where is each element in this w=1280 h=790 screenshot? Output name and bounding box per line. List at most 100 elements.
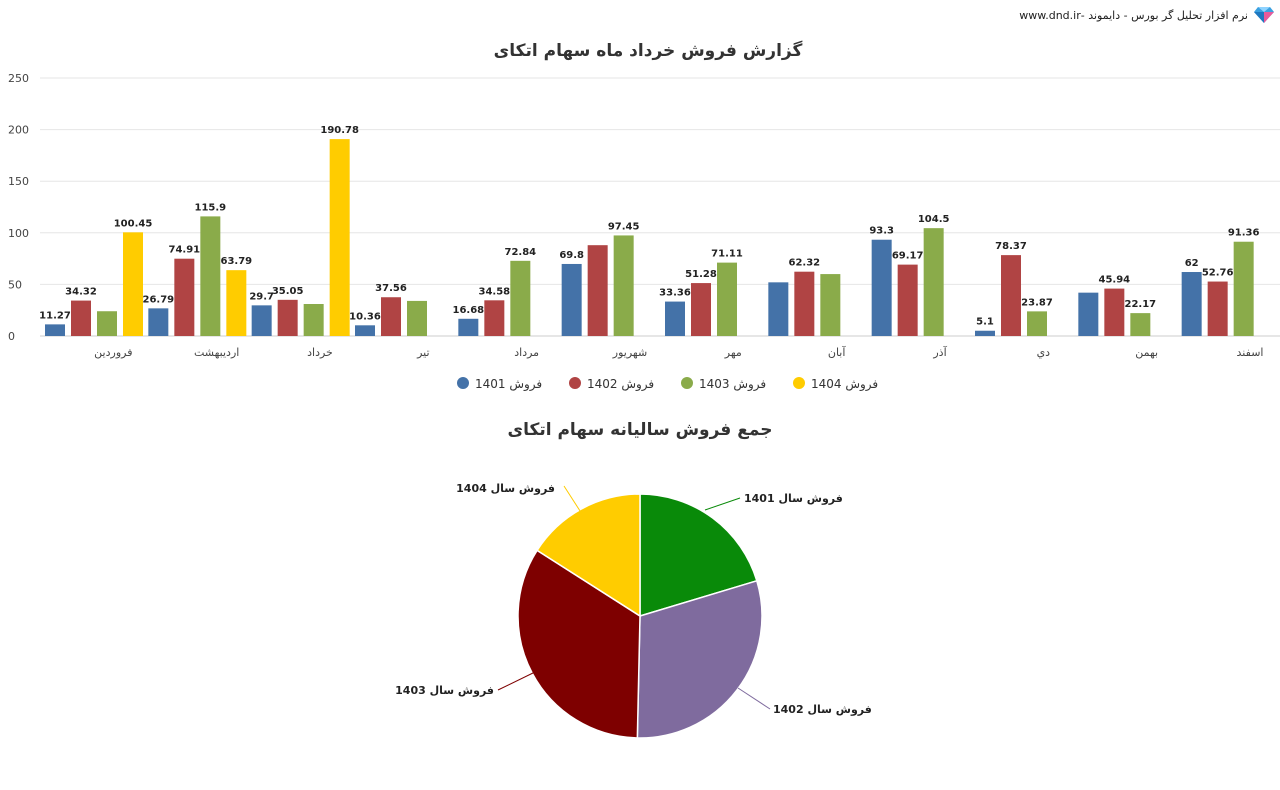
bar [329, 139, 350, 336]
data-label: 78.37 [995, 241, 1027, 252]
bar [794, 271, 815, 336]
bar [717, 262, 737, 336]
bar [1104, 288, 1125, 336]
bar [665, 301, 685, 336]
pie-leader-line [704, 497, 741, 511]
data-label: 190.78 [320, 125, 359, 136]
data-label: 93.3 [869, 226, 894, 237]
bar-chart-title: گزارش فروش خرداد ماه سهام اتکای [494, 40, 803, 61]
pie-slice [536, 493, 641, 618]
data-label: 72.84 [505, 247, 537, 258]
x-tick-label: اسفند [1237, 346, 1264, 359]
diamond-logo-icon [1254, 7, 1274, 23]
annual-sales-pie-chart: جمع فروش سالیانه سهام اتکای فروش سال 1401… [395, 420, 872, 739]
data-label: 33.36 [659, 288, 691, 299]
monthly-sales-bar-chart: گزارش فروش خرداد ماه سهام اتکای 0 50 100 150… [8, 40, 1280, 392]
bar [820, 274, 841, 336]
bar [897, 264, 918, 336]
bar [1027, 311, 1047, 336]
bar [407, 300, 427, 336]
bar [123, 232, 143, 336]
pie-leader-line [563, 485, 583, 515]
y-tick-label: 150 [8, 175, 29, 188]
y-tick-label: 200 [8, 124, 29, 137]
brand-header: نرم افزار تحلیل گر بورس - دایموند -www.d… [1019, 6, 1274, 24]
bar [484, 300, 505, 336]
bar [303, 304, 324, 336]
y-tick-label: 50 [8, 278, 22, 291]
data-label: 35.05 [272, 286, 304, 297]
bar [148, 308, 169, 336]
bar [923, 228, 944, 336]
bar [97, 311, 117, 336]
x-tick-label: مرداد [514, 346, 539, 359]
data-label: 16.68 [453, 305, 485, 316]
data-label: 37.56 [375, 283, 407, 294]
x-tick-label: مهر [724, 346, 742, 359]
data-label: 91.36 [1228, 228, 1260, 239]
pie-leader-line [737, 687, 771, 710]
data-label: 63.79 [221, 256, 253, 267]
x-tick-label: شهریور [612, 346, 647, 359]
data-label: 69.8 [559, 250, 584, 261]
data-label: 5.1 [976, 317, 994, 328]
legend-label: فروش 1403 [699, 377, 766, 392]
y-tick-label: 100 [8, 227, 29, 240]
brand-text: نرم افزار تحلیل گر بورس - دایموند -www.d… [1019, 8, 1248, 22]
pie-slice-label: فروش سال 1401 [744, 492, 843, 505]
data-label: 115.9 [195, 202, 227, 213]
x-tick-label: آبان [828, 345, 846, 359]
data-label: 62.32 [789, 258, 821, 269]
data-label: 51.28 [685, 269, 717, 280]
pie-chart-title: جمع فروش سالیانه سهام اتکای [507, 420, 772, 440]
x-tick-label: اردیبهشت [194, 346, 239, 359]
legend-marker [793, 377, 805, 389]
data-label: 10.36 [349, 311, 381, 322]
data-label: 69.17 [892, 251, 924, 262]
bar [226, 270, 247, 336]
pie-slice-label: فروش سال 1404 [456, 482, 555, 495]
legend-marker [457, 377, 469, 389]
pie-leader-line [497, 671, 536, 691]
pie-slice [639, 493, 758, 618]
bar [1078, 292, 1099, 336]
bar [45, 324, 65, 336]
bar [975, 330, 995, 336]
y-tick-label: 0 [8, 330, 15, 343]
bar [174, 258, 195, 336]
pie-slice [636, 579, 763, 739]
bar [277, 299, 298, 336]
legend-label: فروش 1402 [587, 377, 654, 392]
data-label: 104.5 [918, 214, 950, 225]
bar [871, 239, 892, 336]
data-label: 26.79 [143, 294, 175, 305]
bar [355, 325, 375, 336]
data-label: 34.58 [479, 286, 511, 297]
bar [510, 260, 531, 336]
data-label: 71.11 [711, 249, 743, 260]
legend-label: فروش 1404 [811, 377, 878, 392]
bar [613, 235, 634, 336]
bar [1130, 313, 1151, 336]
x-tick-label: آذر [932, 345, 947, 359]
bar [251, 305, 272, 336]
pie-slice-label: فروش سال 1402 [773, 703, 872, 716]
bar [381, 297, 401, 336]
bar [1001, 255, 1021, 336]
data-label: 52.76 [1202, 268, 1234, 279]
x-tick-label: دي [1037, 346, 1051, 359]
bar [561, 263, 582, 336]
legend-marker [681, 377, 693, 389]
data-label: 22.17 [1125, 299, 1157, 310]
data-label: 23.87 [1021, 297, 1053, 308]
bar [691, 283, 711, 336]
bar [71, 300, 91, 336]
bar [1207, 281, 1228, 336]
x-tick-label: خرداد [307, 346, 333, 359]
x-tick-label: تیر [416, 346, 429, 359]
bar [587, 245, 608, 336]
data-label: 100.45 [114, 218, 153, 229]
data-label: 62 [1185, 258, 1199, 269]
data-label: 97.45 [608, 221, 640, 232]
bar [458, 318, 479, 336]
